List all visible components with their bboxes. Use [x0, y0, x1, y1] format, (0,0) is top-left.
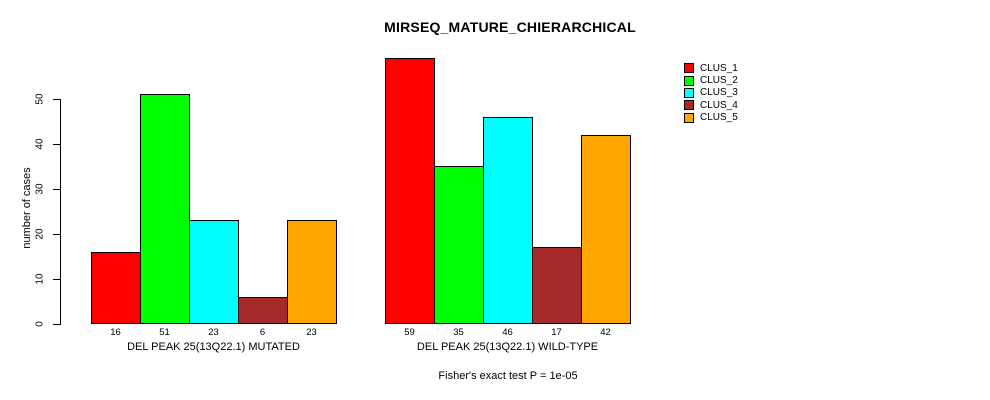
bar-value-label: 23: [208, 327, 219, 338]
bar-clus_2: [140, 94, 190, 324]
legend-swatch: [684, 63, 694, 74]
y-tick-label: 30: [34, 183, 46, 195]
fisher-test-annotation: Fisher's exact test P = 1e-05: [438, 370, 578, 382]
legend-swatch: [684, 75, 694, 86]
bar-value-label: 6: [259, 327, 266, 338]
bar-clus_5: [287, 220, 337, 324]
legend-item: CLUS_5: [684, 111, 738, 123]
legend-item: CLUS_4: [684, 99, 738, 111]
y-tick-label: 10: [34, 273, 46, 285]
y-tick-label: 40: [34, 138, 46, 150]
y-axis-tick: [53, 99, 60, 100]
bar-clus_4: [238, 297, 288, 324]
legend: CLUS_1 CLUS_2 CLUS_3 CLUS_4 CLUS_5: [684, 62, 738, 124]
bar-value-label: 59: [404, 327, 415, 338]
chart-title: MIRSEQ_MATURE_CHIERARCHICAL: [384, 19, 636, 35]
bar-clus_5: [581, 135, 631, 324]
legend-item: CLUS_2: [684, 74, 738, 86]
bar-clus_1: [91, 252, 141, 324]
x-group-label: DEL PEAK 25(13Q22.1) MUTATED: [127, 341, 300, 353]
bar-clus_2: [434, 166, 484, 324]
legend-label: CLUS_1: [700, 62, 738, 74]
legend-label: CLUS_5: [700, 112, 738, 124]
legend-label: CLUS_2: [700, 75, 738, 87]
y-tick-label: 20: [34, 228, 46, 240]
y-axis-label: number of cases: [21, 167, 33, 249]
y-tick-label: 0: [34, 321, 46, 327]
y-axis-tick: [53, 324, 60, 325]
bar-clus_1: [385, 58, 435, 324]
y-axis-tick: [53, 189, 60, 190]
legend-swatch: [684, 112, 694, 123]
y-axis-tick: [53, 279, 60, 280]
bar-clus_3: [483, 117, 533, 324]
bar-value-label: 42: [600, 327, 611, 338]
bar-clus_4: [532, 247, 582, 324]
bar-value-label: 16: [110, 327, 121, 338]
legend-label: CLUS_3: [700, 87, 738, 99]
bar-value-label: 46: [502, 327, 513, 338]
y-axis-tick: [53, 234, 60, 235]
bar-value-label: 17: [551, 327, 562, 338]
bar-value-label: 51: [159, 327, 170, 338]
legend-swatch: [684, 100, 694, 111]
y-tick-label: 50: [34, 93, 46, 105]
legend-item: CLUS_1: [684, 62, 738, 74]
x-group-label: DEL PEAK 25(13Q22.1) WILD-TYPE: [416, 341, 599, 353]
legend-swatch: [684, 87, 694, 98]
y-axis-tick: [53, 144, 60, 145]
bar-value-label: 23: [306, 327, 317, 338]
legend-item: CLUS_3: [684, 87, 738, 99]
legend-label: CLUS_4: [700, 99, 738, 111]
bar-value-label: 35: [453, 327, 464, 338]
y-axis-line: [60, 99, 61, 325]
bar-clus_3: [189, 220, 239, 324]
